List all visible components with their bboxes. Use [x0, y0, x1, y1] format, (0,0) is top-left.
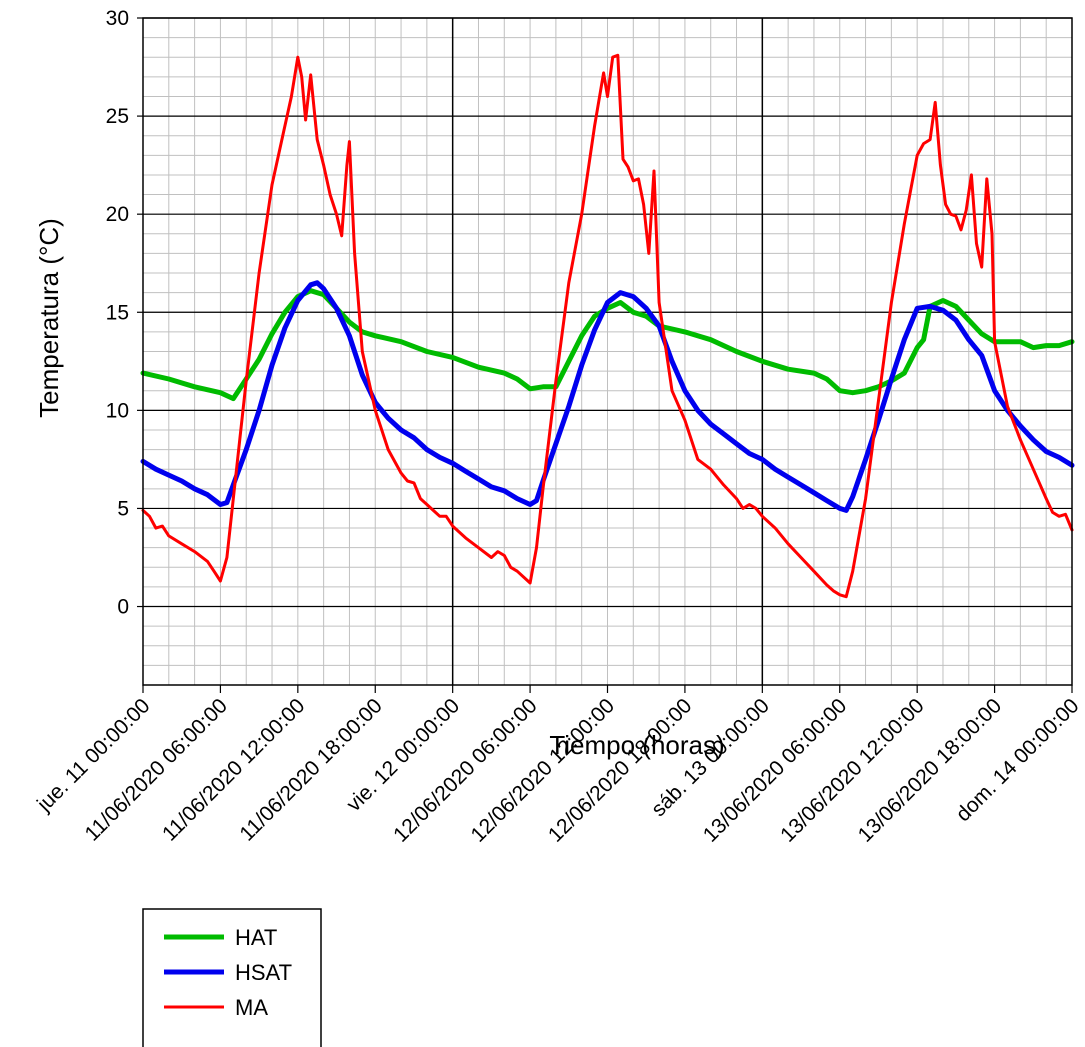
x-tick-label: 12/06/2020 12:00:00 [467, 694, 620, 847]
y-axis-title: Temperatura (°C) [34, 218, 64, 418]
x-axis-title: Tiempo (horas) [549, 730, 724, 760]
x-tick-label: 13/06/2020 12:00:00 [776, 694, 929, 847]
y-axis-ticks: 0 5 10 15 20 25 30 [106, 7, 143, 619]
x-tick-label: 13/06/2020 18:00:00 [854, 694, 1007, 847]
x-tick-label: 11/06/2020 18:00:00 [235, 694, 386, 845]
y-tick-label: 5 [117, 497, 129, 520]
legend-label-hsat: HSAT [235, 960, 292, 985]
y-tick-label: 0 [117, 596, 129, 619]
legend: HAT HSAT MA [142, 908, 322, 1047]
x-tick-label: 11/06/2020 06:00:00 [81, 694, 232, 845]
legend-label-hat: HAT [235, 925, 277, 950]
series-line-hsat [140, 280, 1075, 513]
y-tick-label: 15 [106, 301, 129, 324]
y-tick-label: 25 [106, 105, 129, 128]
x-tick-label: 12/06/2020 18:00:00 [544, 694, 697, 847]
y-tick-label: 30 [106, 7, 129, 30]
series-line-ma [141, 53, 1074, 599]
x-tick-label: 13/06/2020 06:00:00 [699, 694, 852, 847]
x-tick-label: 12/06/2020 06:00:00 [389, 694, 542, 847]
x-tick-label: 11/06/2020 12:00:00 [158, 694, 309, 845]
y-tick-label: 10 [106, 399, 129, 422]
y-tick-label: 20 [106, 203, 129, 226]
legend-frame [142, 908, 322, 1047]
legend-label-ma: MA [235, 995, 268, 1020]
legend-items: HAT HSAT MA [164, 925, 292, 1020]
series-lines [140, 53, 1075, 599]
